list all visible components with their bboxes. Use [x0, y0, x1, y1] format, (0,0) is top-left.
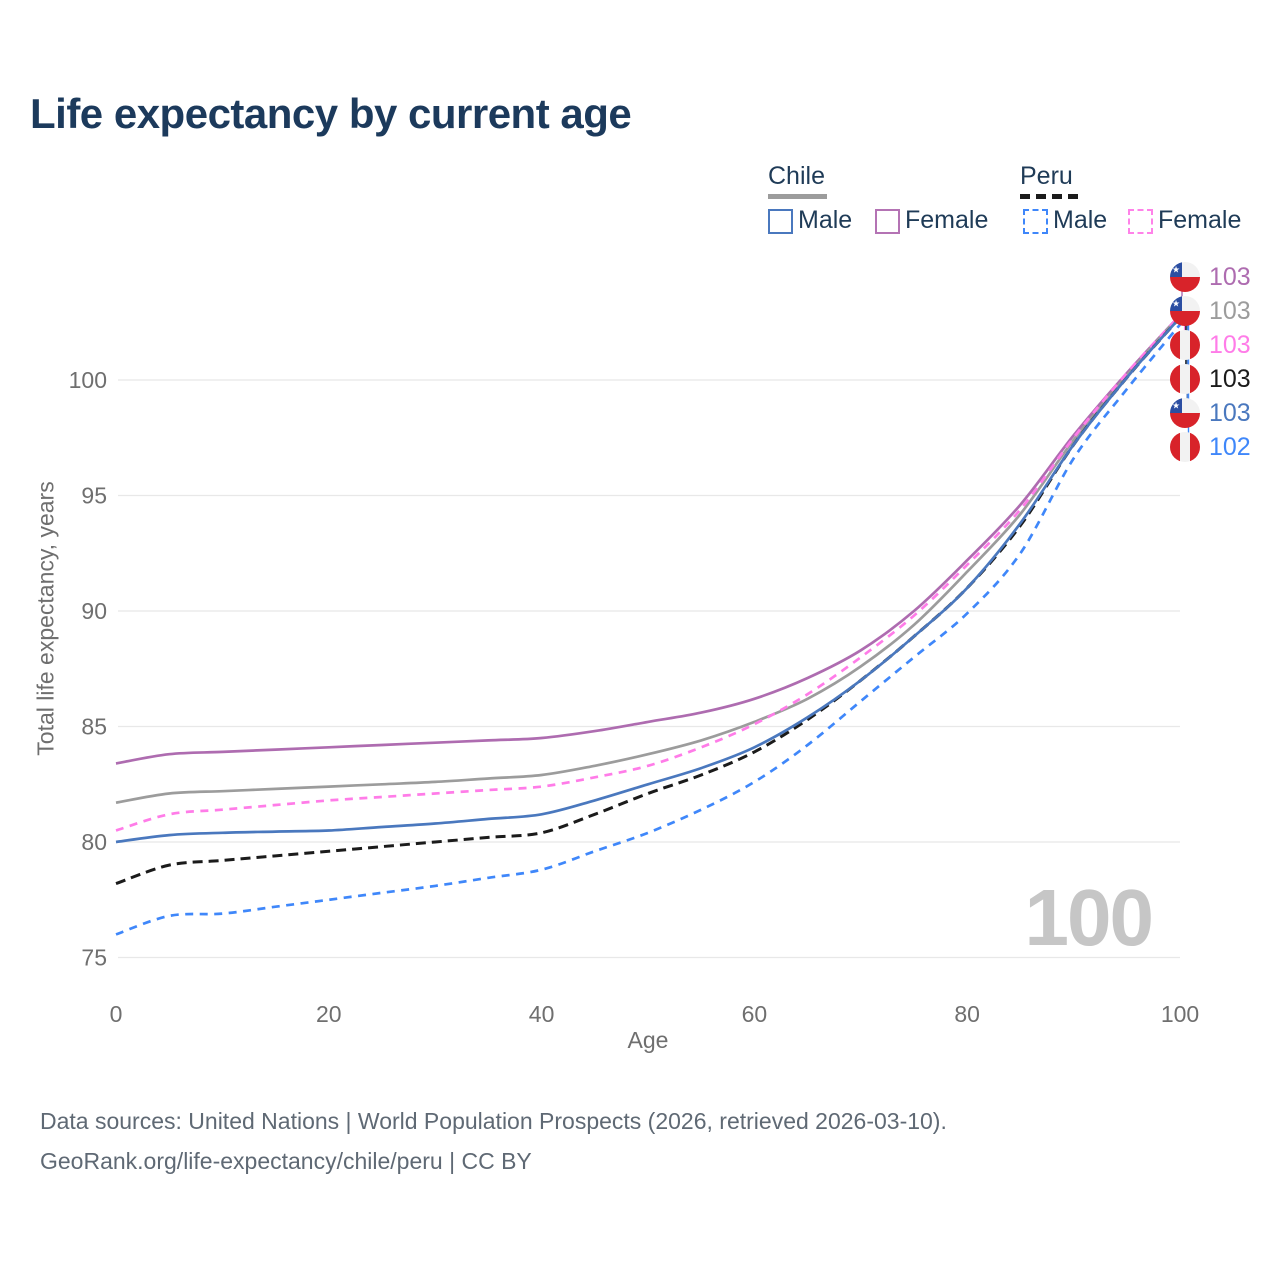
chile-flag-icon: ★	[1170, 398, 1200, 428]
legend-label-peru-female[interactable]: Female	[1158, 206, 1242, 234]
x-tick-label-0: 0	[110, 1001, 123, 1027]
y-tick-label-75: 75	[81, 945, 107, 971]
legend-label-peru-male[interactable]: Male	[1053, 206, 1108, 234]
legend-swatch-chile-male[interactable]	[768, 209, 793, 234]
chile-flag-icon: ★	[1170, 262, 1200, 292]
peru-flag-icon	[1170, 330, 1200, 360]
legend-label-chile-male[interactable]: Male	[798, 206, 853, 234]
series-line-peru-all	[115, 316, 1182, 886]
y-tick-label-95: 95	[81, 483, 107, 509]
series-line-chile-male	[115, 316, 1182, 844]
end-label-row-5: 102	[1170, 432, 1251, 462]
legend-group-title-chile: Chile	[768, 162, 825, 190]
svg-text:★: ★	[1172, 299, 1180, 309]
svg-text:★: ★	[1172, 401, 1180, 411]
series-line-chile-all	[115, 314, 1182, 805]
y-tick-label-85: 85	[81, 714, 107, 740]
end-label-value: 103	[1209, 399, 1251, 427]
peru-flag-icon	[1170, 432, 1200, 462]
age-watermark: 100	[1024, 873, 1154, 962]
data-source-note: Data sources: United Nations | World Pop…	[40, 1108, 947, 1134]
x-tick-label-60: 60	[742, 1001, 768, 1027]
svg-text:★: ★	[1172, 265, 1180, 275]
x-tick-label-20: 20	[316, 1001, 342, 1027]
end-label-row-0: ★ 103	[1170, 262, 1251, 292]
series-line-chile-female	[115, 314, 1181, 765]
x-tick-label-100: 100	[1161, 1001, 1199, 1027]
end-label-value: 103	[1209, 297, 1251, 325]
peru-line-sample	[1020, 194, 1078, 199]
series-line-peru-male	[115, 323, 1182, 936]
legend-swatch-peru-female[interactable]	[1128, 209, 1153, 234]
x-tick-label-40: 40	[529, 1001, 555, 1027]
end-label-row-1: ★ 103	[1170, 296, 1251, 326]
legend-group-title-peru: Peru	[1020, 162, 1073, 190]
end-label-row-4: ★ 103	[1170, 398, 1251, 428]
end-label-value: 103	[1209, 331, 1251, 359]
chile-line-sample	[768, 194, 827, 199]
end-label-row-2: 103	[1170, 330, 1251, 360]
legend-swatch-chile-female[interactable]	[875, 209, 900, 234]
legend-label-chile-female[interactable]: Female	[905, 206, 989, 234]
chile-flag-icon: ★	[1170, 296, 1200, 326]
end-label-value: 102	[1209, 433, 1251, 461]
y-tick-label-100: 100	[69, 367, 107, 393]
end-label-value: 103	[1209, 365, 1251, 393]
x-axis-title: Age	[627, 1027, 669, 1053]
y-axis-title: Total life expectancy, years	[32, 481, 59, 756]
y-tick-label-90: 90	[81, 598, 107, 624]
end-label-row-3: 103	[1170, 364, 1251, 394]
peru-flag-icon	[1170, 364, 1200, 394]
end-label-value: 103	[1209, 263, 1251, 291]
page-title: Life expectancy by current age	[30, 90, 632, 137]
legend-swatch-peru-male[interactable]	[1023, 209, 1048, 234]
attribution-note: GeoRank.org/life-expectancy/chile/peru |…	[40, 1148, 532, 1174]
x-tick-label-80: 80	[954, 1001, 980, 1027]
y-tick-label-80: 80	[81, 829, 107, 855]
